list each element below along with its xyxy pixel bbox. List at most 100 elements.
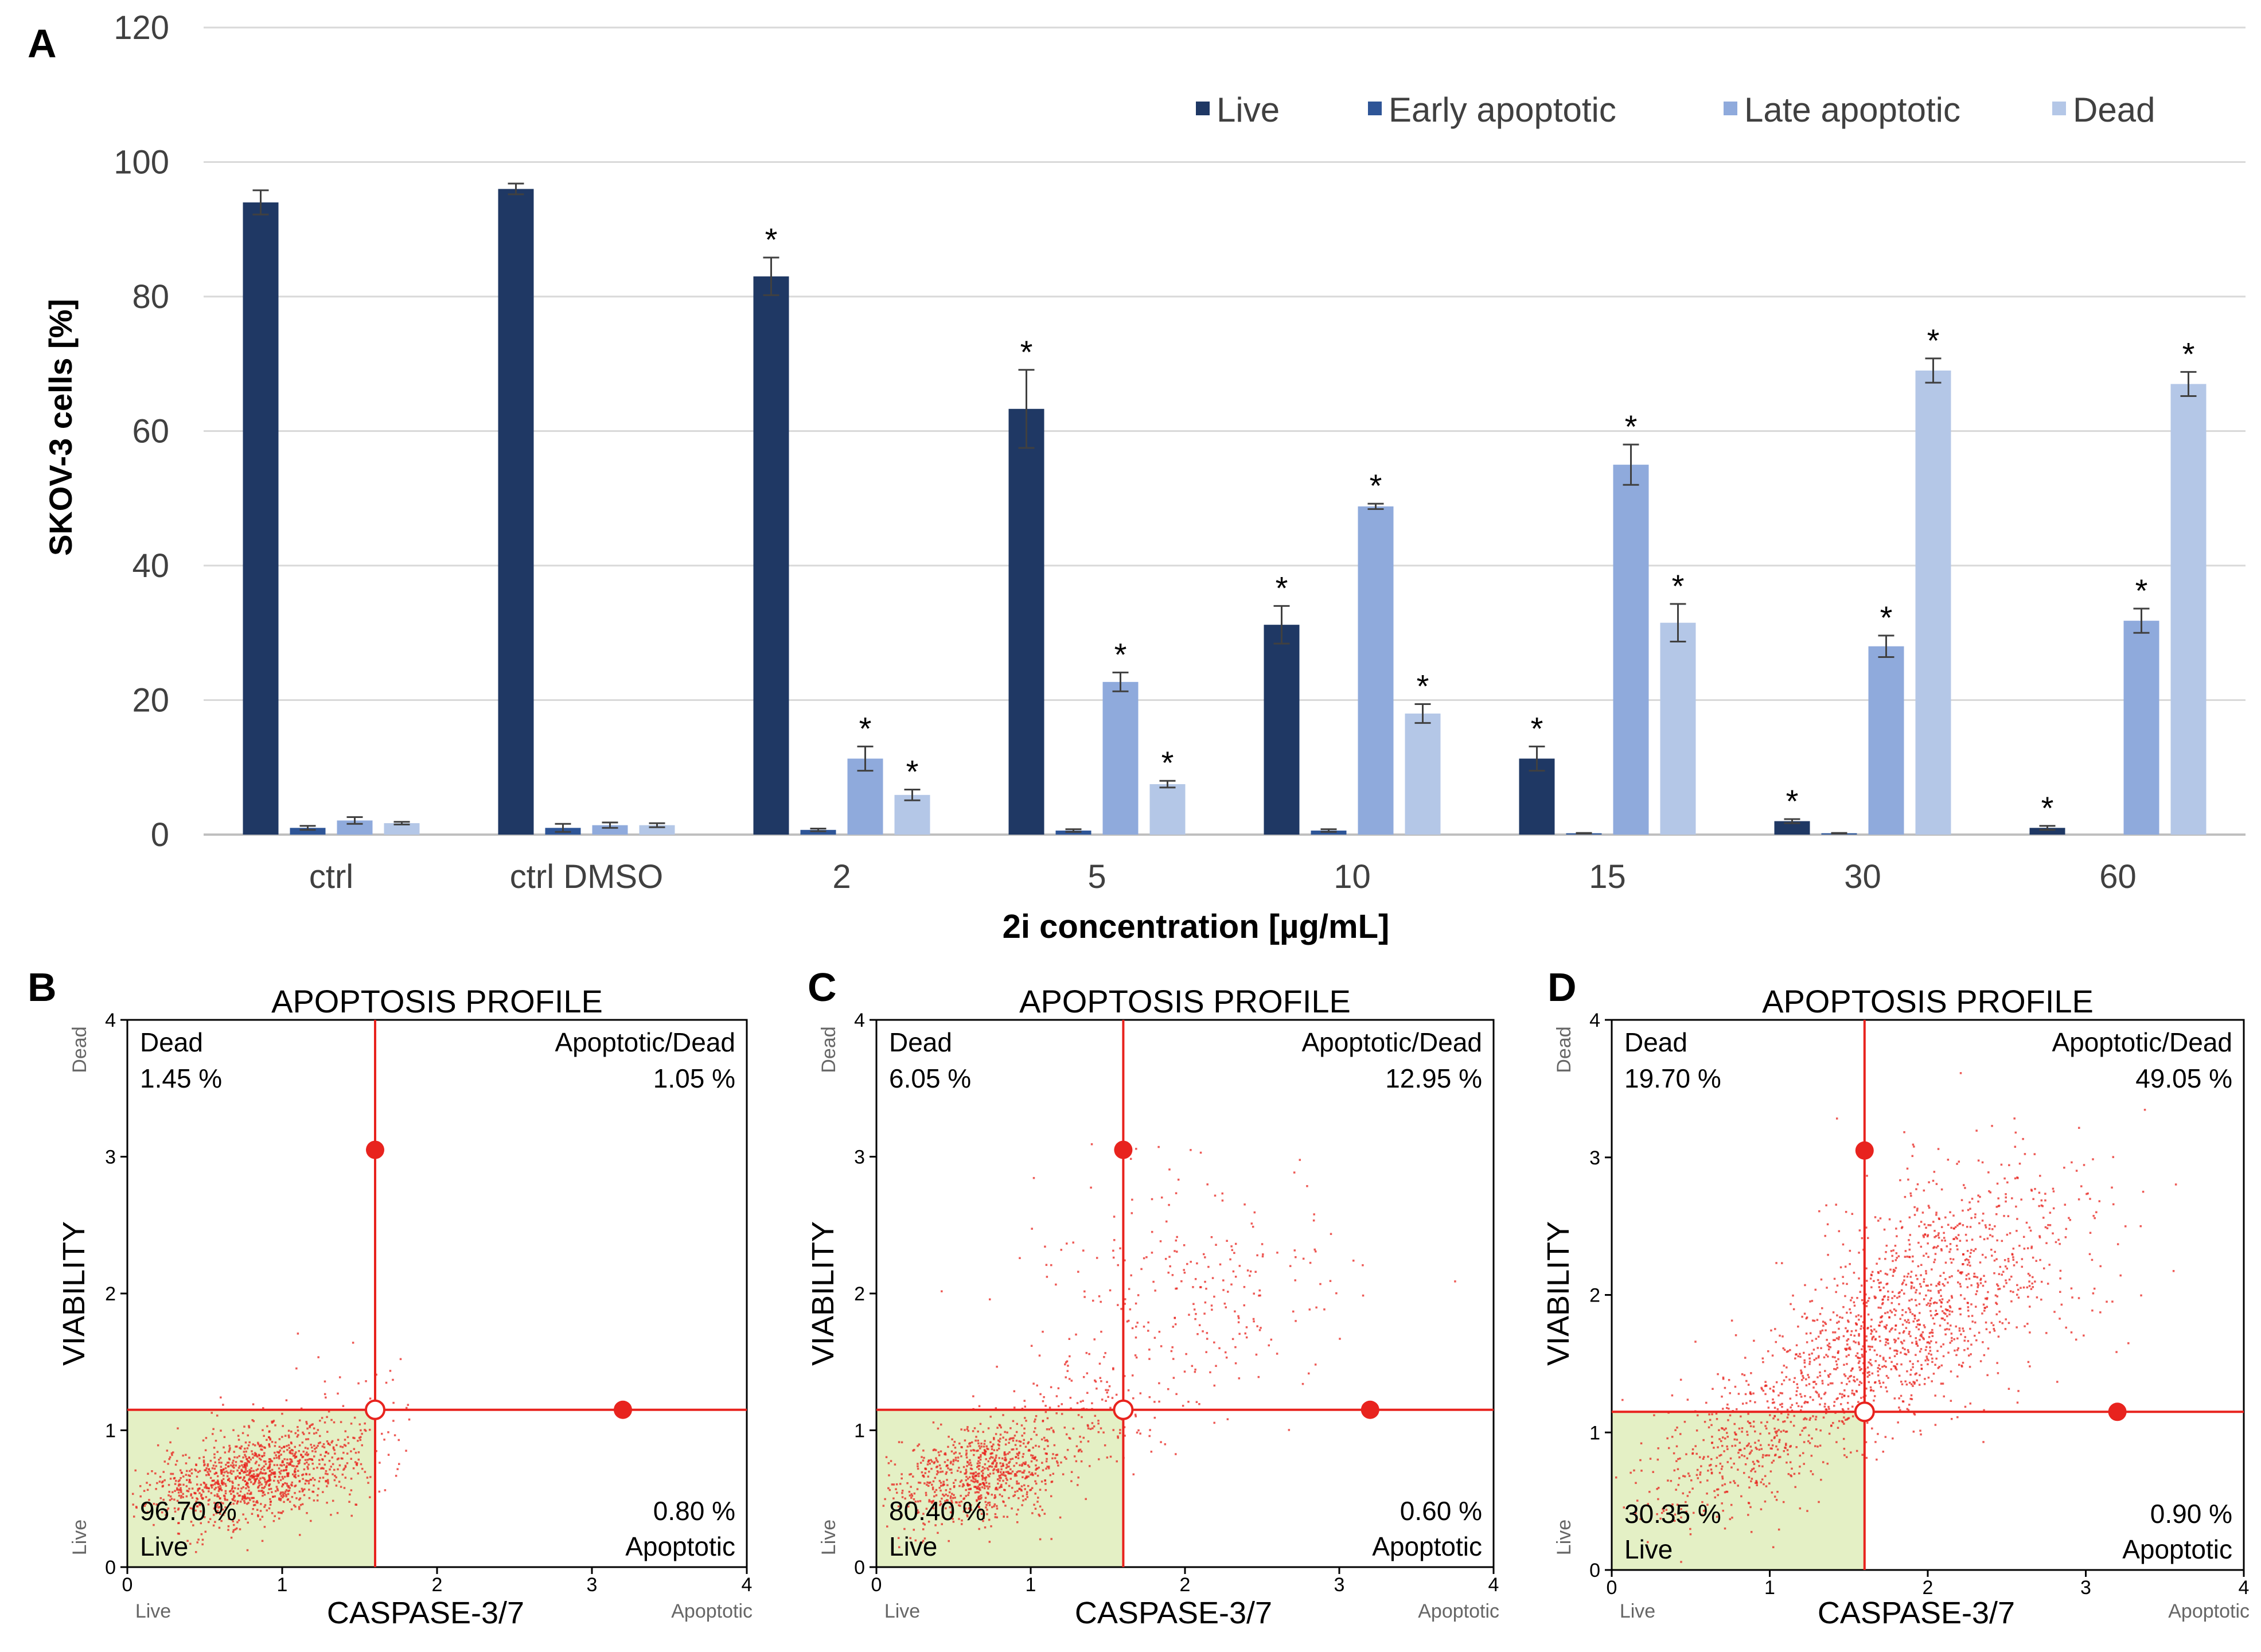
gate-handle[interactable] [1114, 1140, 1133, 1159]
event-dot [984, 1463, 987, 1466]
event-dot [1079, 1400, 1082, 1403]
event-dot [1007, 1452, 1009, 1455]
event-dot [1152, 1280, 1155, 1283]
event-dot [1917, 1265, 1920, 1268]
event-dot [247, 1521, 249, 1524]
event-dot [1971, 1315, 1974, 1317]
event-dot [1749, 1422, 1752, 1424]
gate-center-handle[interactable] [1854, 1401, 1875, 1423]
event-dot [1157, 1146, 1160, 1148]
event-dot [288, 1447, 291, 1449]
event-dot [214, 1521, 216, 1524]
event-dot [1884, 1312, 1886, 1315]
event-dot [1933, 1261, 1935, 1264]
event-dot [311, 1446, 313, 1449]
event-dot [1965, 1274, 1968, 1277]
event-dot [224, 1497, 226, 1499]
event-dot [1815, 1390, 1817, 1393]
event-dot [246, 1470, 249, 1472]
event-dot [976, 1462, 979, 1465]
event-dot [241, 1460, 243, 1463]
event-dot [1844, 1347, 1846, 1350]
gate-center-handle[interactable] [365, 1399, 385, 1420]
event-dot [1260, 1327, 1262, 1329]
event-dot [303, 1468, 306, 1471]
event-dot [1822, 1416, 1825, 1419]
gate-handle[interactable] [1855, 1141, 1874, 1160]
event-dot [135, 1506, 138, 1509]
event-dot [1209, 1371, 1211, 1374]
event-dot [1790, 1445, 1792, 1447]
event-dot [1109, 1406, 1112, 1409]
event-dot [256, 1475, 259, 1478]
event-dot [1942, 1310, 1944, 1312]
event-dot [1974, 1248, 1977, 1250]
event-dot [161, 1511, 163, 1514]
event-dot [2174, 1183, 2177, 1186]
event-dot [940, 1467, 942, 1470]
event-dot [1721, 1465, 1724, 1468]
event-dot [254, 1479, 256, 1482]
event-dot [1700, 1465, 1702, 1467]
event-dot [261, 1515, 264, 1518]
event-dot [2045, 1332, 2048, 1334]
event-dot [1870, 1332, 1872, 1335]
event-dot [350, 1450, 352, 1452]
event-dot [1791, 1467, 1793, 1470]
event-dot [923, 1482, 926, 1485]
event-dot [1707, 1455, 1709, 1458]
event-dot [1967, 1273, 1970, 1275]
event-dot [1050, 1495, 1052, 1498]
event-dot [1880, 1270, 1882, 1272]
gate-center-handle[interactable] [1113, 1399, 1134, 1420]
event-dot [242, 1513, 244, 1515]
event-dot [1136, 1322, 1139, 1324]
event-dot [200, 1510, 202, 1513]
event-dot [216, 1451, 219, 1453]
event-dot [361, 1432, 363, 1435]
event-dot [1806, 1510, 1808, 1512]
gate-handle[interactable] [366, 1140, 384, 1159]
event-dot [922, 1474, 925, 1477]
gate-handle[interactable] [614, 1400, 632, 1419]
event-dot [255, 1501, 258, 1503]
event-dot [277, 1511, 280, 1514]
event-dot [1913, 1314, 1916, 1316]
event-dot [249, 1475, 252, 1478]
event-dot [1895, 1252, 1898, 1254]
event-dot [239, 1472, 241, 1474]
gate-handle[interactable] [2108, 1402, 2127, 1421]
event-dot [1918, 1384, 1921, 1386]
event-dot [211, 1467, 214, 1470]
event-dot [1860, 1397, 1862, 1399]
y-axis-title: VIABILITY [1541, 1221, 1576, 1366]
x-tick-label: 0 [1607, 1577, 1617, 1599]
event-dot [1905, 1353, 1908, 1355]
event-dot [290, 1441, 293, 1444]
event-dot [1126, 1320, 1129, 1323]
event-dot [1210, 1236, 1213, 1238]
event-dot [297, 1426, 299, 1428]
y-axis-high-label: Dead [69, 1026, 91, 1073]
event-dot [278, 1475, 280, 1478]
event-dot [1997, 1205, 2000, 1207]
svg-text:Early apoptotic: Early apoptotic [1389, 91, 1616, 129]
y-tick-label: 80 [132, 278, 169, 315]
event-dot [1033, 1431, 1035, 1433]
event-dot [1004, 1505, 1007, 1507]
event-dot [2021, 1265, 2024, 1268]
event-dot [1229, 1258, 1231, 1261]
event-dot [2010, 1275, 2013, 1278]
event-dot [240, 1487, 243, 1490]
event-dot [263, 1477, 266, 1479]
gate-handle[interactable] [1361, 1400, 1379, 1419]
event-dot [1958, 1160, 1960, 1163]
event-dot [1845, 1419, 1847, 1421]
event-dot [182, 1496, 185, 1498]
event-dot [1773, 1454, 1776, 1457]
event-dot [1750, 1530, 1753, 1533]
event-dot [1749, 1400, 1752, 1402]
event-dot [962, 1510, 965, 1513]
event-dot [1894, 1365, 1896, 1367]
event-dot [1763, 1483, 1765, 1486]
